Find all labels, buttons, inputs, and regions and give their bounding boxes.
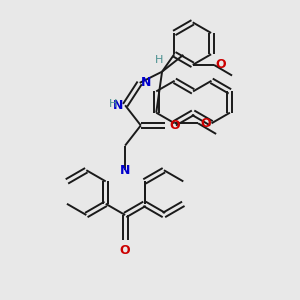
Text: N: N <box>120 164 130 177</box>
Text: O: O <box>200 117 211 130</box>
Text: N: N <box>113 99 124 112</box>
Text: N: N <box>141 76 152 89</box>
Text: H: H <box>155 55 163 65</box>
Text: H: H <box>109 99 117 109</box>
Text: O: O <box>215 58 226 71</box>
Text: O: O <box>169 119 180 132</box>
Text: O: O <box>120 244 130 257</box>
